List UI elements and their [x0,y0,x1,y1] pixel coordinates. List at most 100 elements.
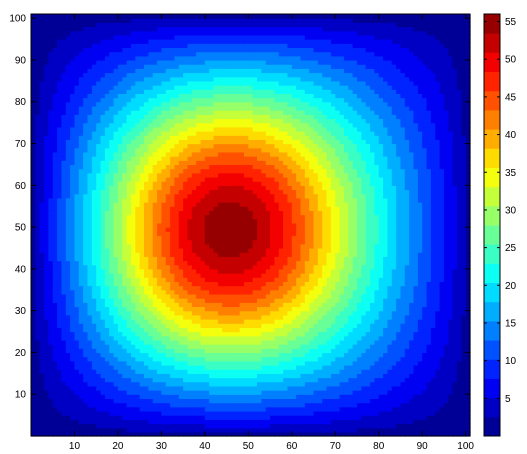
heatmap-cell [91,281,97,287]
heatmap-cell [70,360,76,366]
heatmap-cell [374,281,380,287]
heatmap-cell [270,256,276,262]
heatmap-cell [370,369,375,374]
heatmap-cell [113,256,119,262]
heatmap-cell [283,377,289,383]
heatmap-cell [57,264,63,270]
heatmap-cell [252,323,258,328]
heatmap-cell [161,264,167,270]
heatmap-cell [456,235,462,241]
heatmap-cell [326,281,332,287]
heatmap-cell [257,339,262,345]
heatmap-cell [165,369,171,374]
heatmap-cell [370,281,375,287]
heatmap-cell [74,310,80,316]
heatmap-cell [352,385,358,391]
heatmap-cell [365,323,371,328]
heatmap-cell [452,402,458,408]
heatmap-cell [352,260,358,266]
heatmap-cell [130,360,136,366]
heatmap-cell [87,256,93,262]
heatmap-cell [465,252,471,257]
heatmap-cell [348,327,354,333]
heatmap-cell [356,410,362,416]
heatmap-cell [439,356,445,362]
heatmap-cell [456,381,462,387]
heatmap-cell [452,339,458,345]
heatmap-cell [230,260,236,266]
heatmap-cell [296,415,302,420]
heatmap-cell [361,377,367,383]
heatmap-cell [35,364,41,370]
heatmap-cell [383,231,389,237]
heatmap-cell [83,402,89,408]
heatmap-cell [187,402,193,408]
heatmap-cell [243,277,249,283]
heatmap-cell [178,268,184,274]
heatmap-cell [135,327,141,333]
heatmap-cell [400,373,406,379]
heatmap-cell [48,323,54,328]
heatmap-cell [109,260,115,266]
heatmap-cell [35,235,41,241]
heatmap-cell [283,327,289,333]
heatmap-cell [178,293,184,299]
heatmap-cell [248,352,254,358]
heatmap-cell [65,331,71,337]
heatmap-cell [87,360,93,366]
heatmap-cell [343,427,349,433]
heatmap-cell [152,273,158,278]
heatmap-cell [243,377,249,383]
heatmap-cell [74,360,80,366]
heatmap-cell [222,377,228,383]
heatmap-cell [230,381,236,387]
heatmap-cell [322,339,328,345]
heatmap-cell [335,231,341,237]
heatmap-cell [130,285,136,291]
heatmap-cell [413,415,419,420]
heatmap-cell [296,364,302,370]
heatmap-cell [126,339,132,345]
heatmap-cell [387,335,393,341]
heatmap-cell [183,256,189,262]
heatmap-cell [83,348,89,354]
heatmap-cell [196,260,202,266]
heatmap-cell [117,431,123,437]
heatmap-cell [161,410,167,416]
heatmap-cell [374,344,380,349]
heatmap-cell [317,310,323,316]
heatmap-cell [196,344,202,349]
heatmap-cell [343,344,349,349]
heatmap-cell [465,264,471,270]
heatmap-cell [196,277,202,283]
heatmap-cell [104,348,110,354]
heatmap-cell [430,298,436,303]
heatmap-cell [456,243,462,249]
heatmap-cell [235,419,241,425]
heatmap-cell [204,390,210,395]
heatmap-cell [396,369,402,374]
heatmap-cell [96,348,102,354]
heatmap-cell [157,427,162,433]
heatmap-cell [122,306,128,312]
heatmap-cell [183,402,189,408]
heatmap-cell [204,285,210,291]
heatmap-cell [291,323,297,328]
heatmap-cell [352,239,358,245]
heatmap-cell [239,319,245,324]
heatmap-cell [183,377,189,383]
heatmap-cell [443,235,449,241]
heatmap-cell [83,419,89,425]
heatmap-cell [378,335,384,341]
heatmap-cell [117,231,123,237]
heatmap-cell [287,352,293,358]
heatmap-cell [78,427,84,433]
heatmap-cell [161,381,167,387]
heatmap-cell [291,319,297,324]
heatmap-cell [417,260,423,266]
heatmap-cell [326,285,332,291]
heatmap-cell [330,306,336,312]
heatmap-cell [439,406,445,412]
heatmap-cell [239,344,245,349]
heatmap-cell [243,319,249,324]
